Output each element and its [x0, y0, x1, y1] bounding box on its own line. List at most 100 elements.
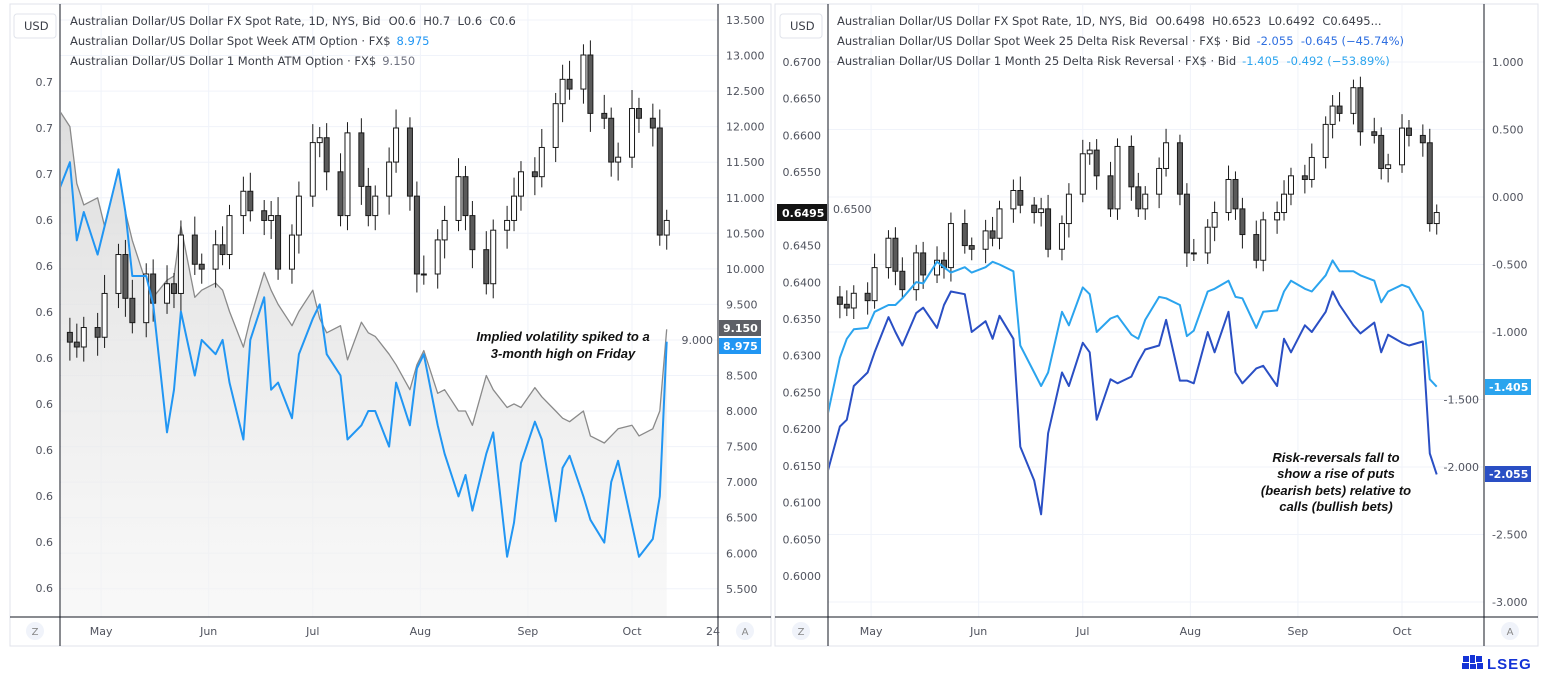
left-axis-tick-label: 0.6: [36, 398, 54, 411]
month-rr-tag: [1485, 379, 1531, 395]
lseg-logo: LSEG: [1462, 655, 1531, 673]
left-zoom-button[interactable]: [26, 622, 44, 640]
left-axis-tick-label: 0.6300: [783, 350, 822, 363]
left-legend-month-atm[interactable]: Australian Dollar/US Dollar 1 Month ATM …: [70, 54, 415, 68]
x-tick-label: May: [860, 625, 883, 638]
legend-name: Australian Dollar/US Dollar 1 Month ATM …: [70, 54, 376, 68]
x-tick-label: Sep: [1288, 625, 1309, 638]
right-legend: USD Australian Dollar/US Dollar FX Spot …: [779, 13, 1404, 68]
candle: [1128, 145, 1135, 188]
legend-name: Australian Dollar/US Dollar Spot Week 25…: [837, 34, 1250, 48]
legend-values: -2.055 -0.645 (−45.74%): [1256, 34, 1404, 48]
x-tick-label: Oct: [1393, 625, 1413, 638]
candle: [968, 245, 975, 250]
candle: [323, 137, 330, 173]
week-atm-tag: [719, 338, 761, 354]
right-axis-tick-label: -2.000: [1444, 461, 1479, 474]
left-legend-week-atm[interactable]: Australian Dollar/US Dollar Spot Week AT…: [70, 34, 429, 48]
candle: [961, 223, 968, 247]
candle: [1405, 127, 1412, 136]
month-rr-tag-label: -1.405: [1489, 381, 1528, 394]
candle: [559, 78, 566, 105]
candle: [1045, 208, 1052, 250]
candle: [552, 103, 559, 148]
candle: [80, 327, 87, 348]
right-annotation-line: (bearish bets) relative to: [1261, 483, 1411, 498]
left-axis-tick-label: 0.6700: [783, 56, 822, 69]
left-auto-button[interactable]: [736, 622, 754, 640]
candle: [1065, 193, 1072, 225]
right-legend-week-rr[interactable]: Australian Dollar/US Dollar Spot Week 25…: [837, 34, 1404, 48]
month-rr-line: [829, 259, 1438, 414]
candle: [629, 108, 636, 158]
left-axis-tick-label: 0.7: [36, 122, 54, 135]
candle: [226, 215, 233, 256]
candle: [54, 328, 59, 333]
candle: [455, 176, 462, 221]
candle: [649, 117, 656, 129]
candle: [490, 229, 497, 285]
x-tick-label: Sep: [518, 625, 539, 638]
candle: [1371, 131, 1378, 136]
right-zoom-button[interactable]: [792, 622, 810, 640]
right-auto-label: A: [1507, 627, 1514, 638]
candle: [663, 219, 670, 236]
candle: [1107, 175, 1114, 210]
left-axis-tick-label: 0.6100: [783, 497, 822, 510]
candle: [920, 252, 927, 276]
left-currency-button[interactable]: [13, 13, 57, 39]
right-annotation-line: show a rise of puts: [1277, 466, 1395, 481]
left-axis-tick-label: 0.6500: [833, 203, 872, 216]
candle: [73, 341, 80, 348]
left-axis-tick-label: 0.6: [36, 490, 54, 503]
right-legend-spot[interactable]: Australian Dollar/US Dollar FX Spot Rate…: [837, 14, 1382, 28]
legend-values: O0.6 H0.7 L0.6 C0.6: [389, 14, 516, 28]
x-tick-label: Jul: [1075, 625, 1089, 638]
candle: [420, 273, 427, 276]
candle: [1204, 226, 1211, 254]
right-grid: [828, 5, 1484, 617]
left-axis-tick-label: 0.6: [36, 306, 54, 319]
candle: [1093, 149, 1100, 177]
right-auto-button[interactable]: [1501, 622, 1519, 640]
spot-tag-label: 0.6495: [782, 207, 824, 220]
candle: [212, 244, 219, 270]
right-axis-tick-label: 9.500: [726, 298, 758, 311]
candle: [1308, 156, 1315, 180]
right-axis-tick-label: -1.500: [1444, 394, 1479, 407]
candle: [1114, 145, 1121, 210]
candle: [1156, 167, 1163, 195]
candle: [1225, 178, 1232, 214]
price-tags: 9.150 8.975 0.6495 -1.405 -2.055: [719, 204, 1531, 482]
right-axis-tick-label: 0.000: [1492, 191, 1524, 204]
legend-values: O0.6498 H0.6523 L0.6492 C0.6495...: [1156, 14, 1382, 28]
week-rr-line: [829, 290, 1438, 516]
left-axis-tick-label: 0.6: [36, 352, 54, 365]
week-rr-tag-label: -2.055: [1489, 468, 1528, 481]
right-axis-tick-label: 5.500: [726, 583, 758, 596]
candle: [615, 156, 622, 163]
right-panel-frame: [774, 3, 1539, 647]
right-axis-tick-label: 0.500: [1492, 124, 1524, 137]
week-rr-tag: [1485, 466, 1531, 482]
month-atm-line: [61, 111, 668, 444]
candle: [843, 303, 850, 309]
candle: [885, 237, 892, 269]
right-currency-label: USD: [790, 19, 815, 33]
candle: [531, 171, 538, 178]
candle: [1287, 175, 1294, 195]
month-atm-tag-label: 9.150: [723, 322, 758, 335]
right-legend-month-rr[interactable]: Australian Dollar/US Dollar 1 Month 25 D…: [837, 54, 1390, 68]
candle: [1433, 212, 1440, 225]
legend-values: -1.405 -0.492 (−53.89%): [1242, 54, 1390, 68]
candle: [601, 112, 608, 119]
candle: [1142, 193, 1149, 210]
right-currency-button[interactable]: [779, 13, 823, 39]
left-axis-tick-label: 0.6450: [783, 240, 822, 253]
left-legend-spot[interactable]: Australian Dollar/US Dollar FX Spot Rate…: [70, 14, 516, 28]
left-axis-tick-label: 0.6650: [783, 93, 822, 106]
candle: [66, 331, 73, 343]
x-tick-label: May: [90, 625, 113, 638]
week-atm-line: [61, 161, 668, 558]
left-axis-tick-label: 0.7: [36, 76, 54, 89]
